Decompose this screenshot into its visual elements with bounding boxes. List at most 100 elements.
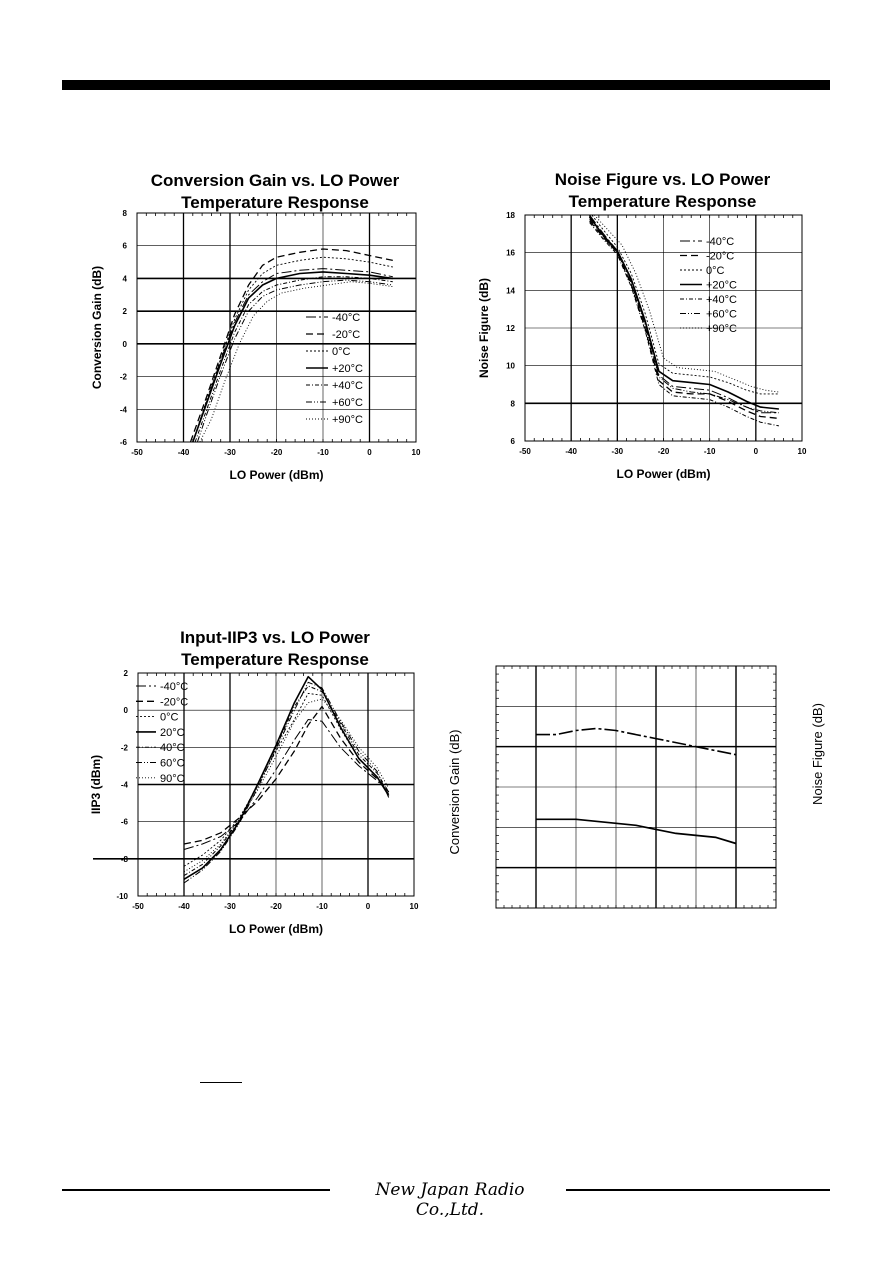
x-tick-label: -50 [132, 902, 144, 911]
chart-title-line: Noise Figure vs. LO Power [554, 170, 771, 189]
series-line-60°C [183, 681, 390, 884]
series-line-40°C [183, 685, 390, 877]
y-tick-label: 14 [506, 286, 515, 295]
x-tick-label: -30 [224, 902, 236, 911]
x-tick-label: 0 [754, 447, 759, 456]
y-axis-label: Conversion Gain (dB) [90, 266, 104, 389]
y-tick-label: -10 [116, 892, 128, 901]
legend-entry: 0°C [332, 346, 351, 358]
x-tick-label: -40 [178, 902, 190, 911]
legend-entry: +20°C [332, 363, 363, 375]
series-line-+20°C [588, 216, 779, 410]
y-tick-label: 6 [511, 437, 516, 446]
series-line-0°C [192, 256, 393, 442]
y-tick-label: -6 [121, 818, 129, 827]
x-tick-label: 0 [367, 448, 372, 457]
y-tick-label: 8 [511, 399, 516, 408]
x-tick-label: 10 [798, 447, 807, 456]
y-tick-label: -2 [120, 373, 128, 382]
y-tick-label: -2 [121, 743, 129, 752]
legend: -40°C -20°C 0°C +20°C +40°C +60°C +90°C [306, 312, 363, 426]
legend-entry: +60°C [706, 309, 737, 321]
y-axis-label: IIP3 (dBm) [89, 755, 103, 814]
x-tick-label: -20 [271, 448, 283, 457]
legend-entry: +90°C [332, 414, 363, 426]
legend-entry: +90°C [706, 323, 737, 335]
legend-entry: +20°C [706, 280, 737, 292]
x-tick-label: -20 [658, 447, 670, 456]
series-line-+60°C [589, 218, 779, 414]
legend-entry: +60°C [332, 397, 363, 409]
footer-rule-right [566, 1189, 830, 1191]
legend-entry: +40°C [706, 294, 737, 306]
legend-entry: 90°C [160, 773, 185, 785]
chart-nf: -50 -40 -30 -20 -10 0 10 6 8 10 12 14 16 18 LO Power (… [477, 211, 807, 481]
x-tick-label: -40 [565, 447, 577, 456]
y-tick-label: 2 [123, 307, 128, 316]
y-tick-label: 2 [124, 669, 129, 678]
series-line-20°C [183, 675, 390, 880]
legend-entry: -20°C [332, 329, 360, 341]
y-tick-label: 10 [506, 362, 515, 371]
x-tick-label: -30 [224, 448, 236, 457]
plot-frame [524, 214, 803, 442]
x-tick-label: -10 [316, 902, 328, 911]
y-tick-label: 16 [506, 249, 515, 258]
series-line-+60°C [196, 279, 393, 442]
series-line-+20°C [192, 271, 393, 442]
x-tick-label: -10 [704, 447, 716, 456]
series-line-90°C [183, 698, 390, 873]
stray-rule [200, 1082, 242, 1083]
y-tick-label: -8 [121, 855, 129, 864]
chart-title-line: Temperature Response [568, 192, 757, 211]
series-line--40°C [192, 268, 393, 442]
legend-entry: 40°C [160, 742, 185, 754]
footer-brand: New Japan Radio Co.,Ltd. [375, 1180, 525, 1220]
chart-title-nf: Noise Figure vs. LO Power Temperature Re… [500, 169, 825, 213]
chart-title-line: Temperature Response [181, 193, 369, 212]
x-tick-label: 10 [412, 448, 421, 457]
chart-title-line: Input-IIP3 vs. LO Power [180, 628, 370, 647]
x-tick-label: -50 [131, 448, 143, 457]
series-line-0°C [183, 692, 390, 867]
plot-frame [136, 212, 417, 443]
y-tick-label: -4 [121, 781, 129, 790]
legend-entry: -20°C [706, 251, 734, 263]
x-tick-label: 10 [410, 902, 419, 911]
y-tick-label: 6 [123, 242, 128, 251]
header-rule [62, 80, 830, 90]
chart-title-cg: Conversion Gain vs. LO Power Temperature… [110, 170, 440, 214]
legend-entry: 0°C [706, 265, 725, 277]
series-line--20°C [589, 220, 779, 420]
x-tick-label: -30 [612, 447, 624, 456]
x-axis-label: LO Power (dBm) [229, 468, 323, 482]
x-axis-label: LO Power (dBm) [229, 922, 323, 936]
y-tick-label: 0 [124, 706, 129, 715]
y-tick-label: 0 [123, 340, 128, 349]
series-line-1 [536, 818, 737, 845]
chart-title-line: Temperature Response [181, 650, 369, 669]
x-tick-label: 0 [366, 902, 371, 911]
legend-entry: 0°C [160, 712, 179, 724]
series-line-+90°C [199, 281, 393, 442]
x-axis-label: LO Power (dBm) [616, 467, 710, 481]
series-line-0 [536, 727, 737, 756]
series-line-+90°C [593, 215, 779, 393]
y-axis-label: Noise Figure (dB) [477, 278, 491, 378]
legend-entry: 60°C [160, 758, 185, 770]
legend-entry: -40°C [332, 312, 360, 324]
chart-cgnf: Conversion Gain (dB) Noise Figure (dB) [447, 665, 825, 909]
x-tick-label: -20 [270, 902, 282, 911]
series-line-0°C [591, 215, 779, 395]
series-line-+40°C [589, 222, 779, 427]
plot-frame [137, 672, 415, 897]
legend-entry: 20°C [160, 727, 185, 739]
legend-entry: -20°C [160, 696, 188, 708]
x-tick-label: -10 [317, 448, 329, 457]
y-tick-label: 4 [123, 274, 128, 283]
plot-frame [495, 665, 777, 909]
series-line--20°C [189, 248, 393, 442]
x-tick-label: -40 [178, 448, 190, 457]
